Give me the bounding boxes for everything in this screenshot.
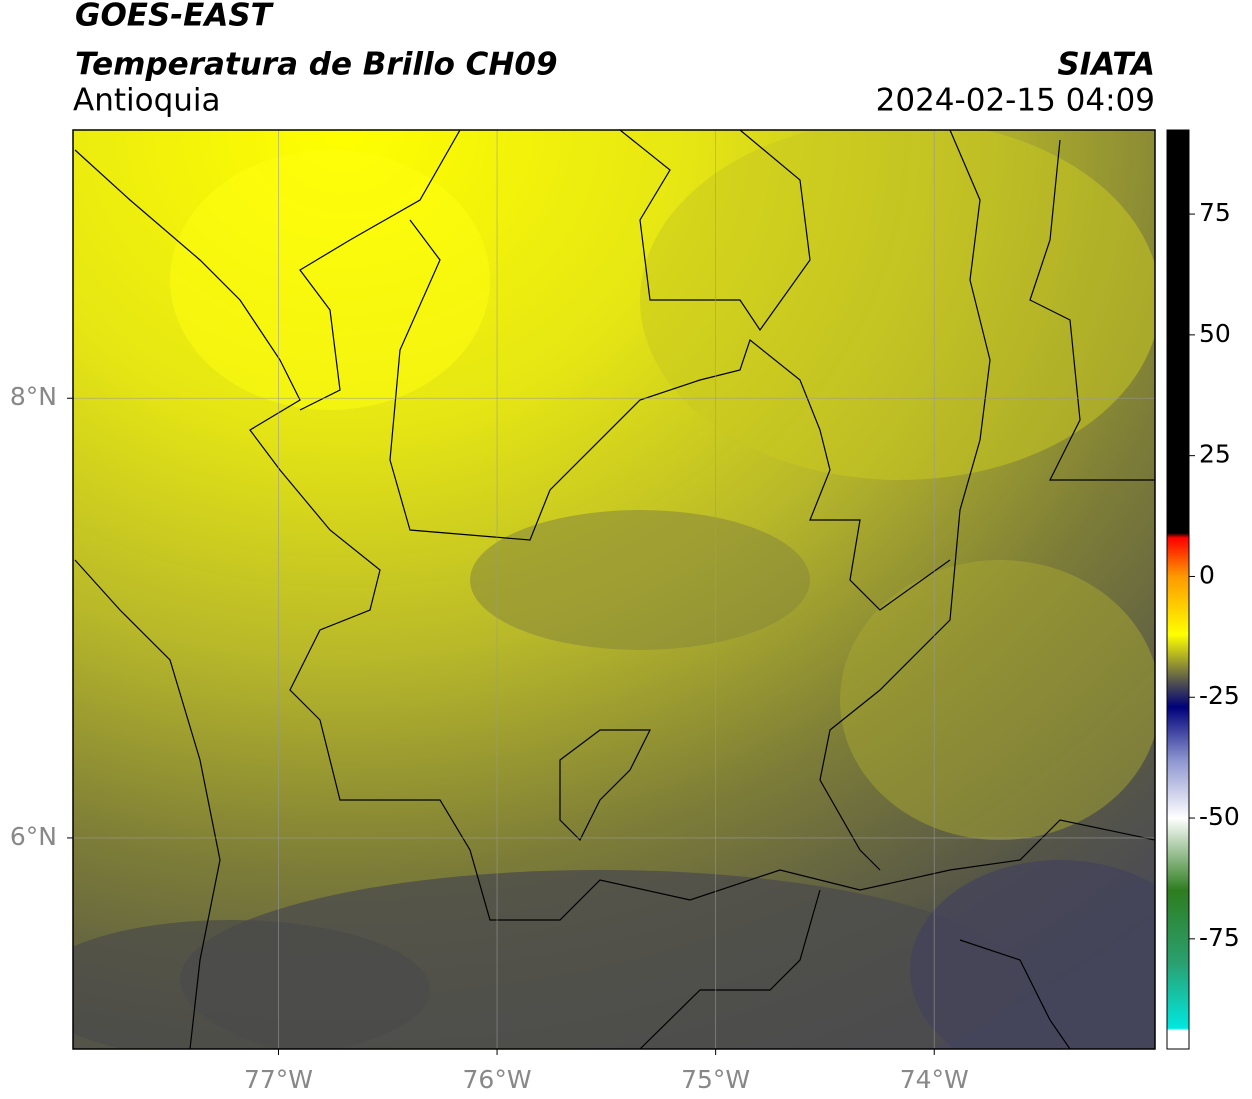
x-tick-label: 74°W — [900, 1065, 969, 1094]
subtitle: Temperatura de Brillo CH09 — [75, 47, 558, 83]
borders — [74, 130, 1155, 1049]
colorbar-tick-label: 50 — [1199, 319, 1231, 348]
y-tick-label: 8°N — [10, 382, 57, 411]
y-tick-label: 6°N — [10, 822, 57, 851]
region: Antioquia — [73, 83, 221, 119]
timestamp: 2024-02-15 04:09 — [876, 83, 1155, 119]
map-frame — [72, 129, 1156, 1050]
x-tick-label: 75°W — [681, 1065, 750, 1094]
title: GOES-EAST — [75, 0, 275, 34]
satellite-image — [73, 130, 1155, 1049]
colorbar — [1166, 129, 1190, 1050]
source: SIATA — [1057, 47, 1155, 83]
colorbar-tick-label: -75 — [1199, 923, 1240, 952]
colorbar-tick-label: 0 — [1199, 560, 1215, 589]
colorbar-tick-label: 25 — [1199, 440, 1231, 469]
colorbar-tick-label: 75 — [1199, 198, 1231, 227]
x-tick-label: 77°W — [244, 1065, 313, 1094]
x-tick-label: 76°W — [463, 1065, 532, 1094]
colorbar-tick-label: -50 — [1199, 802, 1240, 831]
colorbar-tick-label: -25 — [1199, 681, 1240, 710]
